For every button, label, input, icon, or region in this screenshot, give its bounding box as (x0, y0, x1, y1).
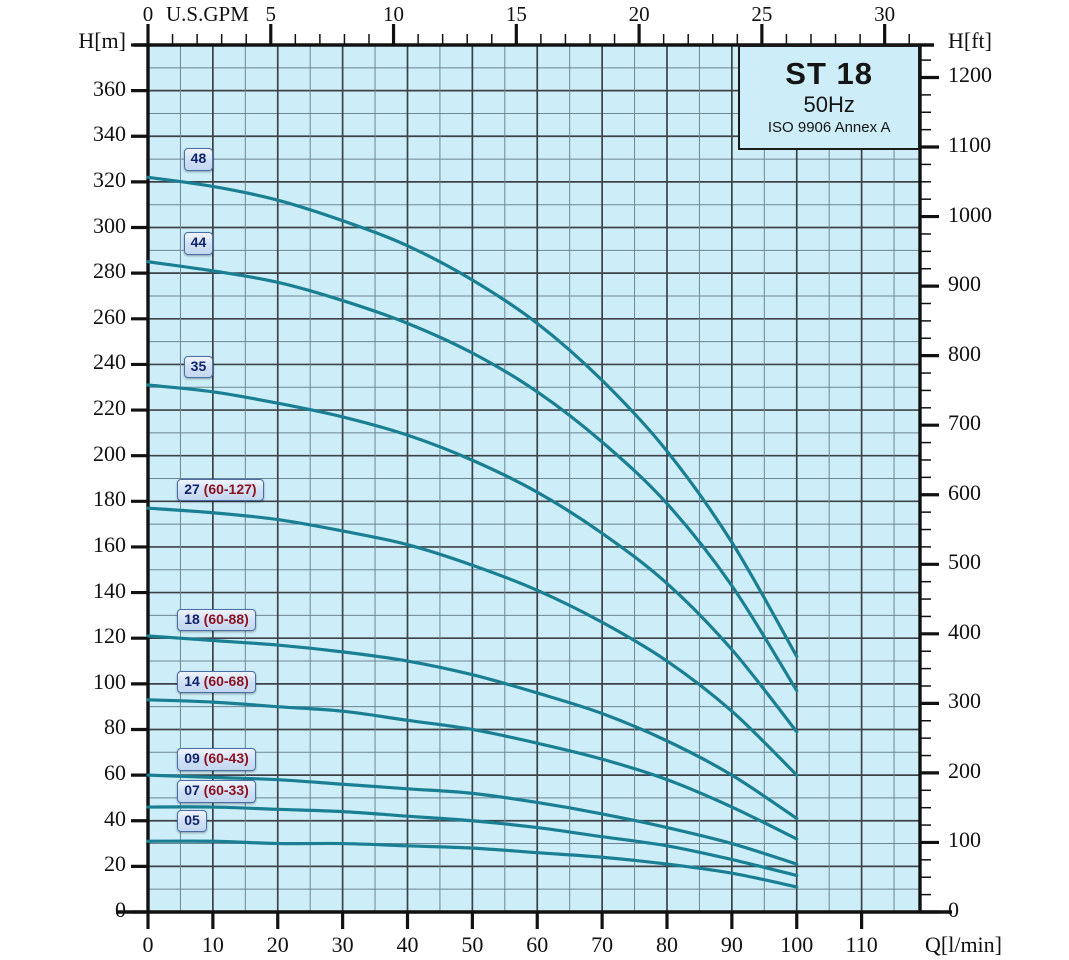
q-tick-label-70: 70 (591, 932, 614, 957)
pump-curve-18 (146, 634, 799, 821)
pump-curve-48 (146, 175, 799, 659)
q-axis-title: Q[l/min] (925, 932, 1002, 957)
curve-label-range: (60-127) (203, 480, 257, 497)
hm-tick-label-180: 180 (93, 486, 126, 512)
pump-curve-05 (146, 839, 799, 889)
pump-curve-14 (146, 698, 799, 841)
curve-label-07: 07 (60-33) (177, 780, 256, 803)
q-tick-label-40: 40 (396, 932, 419, 957)
hm-tick-label-240: 240 (93, 349, 126, 375)
hft-tick-label-0: 0 (948, 897, 959, 922)
gpm-tick-label-5: 5 (265, 2, 277, 26)
q-tick-label-0: 0 (142, 932, 154, 957)
gpm-tick-label-20: 20 (628, 2, 650, 26)
title-frequency: 50Hz (803, 91, 855, 117)
hm-tick-label-100: 100 (93, 668, 126, 694)
hm-tick-label-220: 220 (93, 395, 126, 421)
curve-label-18: 18 (60-88) (177, 608, 256, 632)
curve-label-44: 44 (183, 232, 214, 255)
hft-tick-label-500: 500 (948, 549, 981, 575)
hft-tick-label-100: 100 (948, 827, 981, 853)
hm-tick-label-60: 60 (104, 760, 126, 786)
hm-tick-label-40: 40 (104, 805, 126, 831)
title-model: ST 18 (785, 56, 874, 92)
hm-tick-label-360: 360 (93, 75, 126, 101)
curve-label-stages: 09 (184, 750, 200, 767)
curve-label-14: 14 (60-68) (177, 670, 256, 694)
gpm-tick-label-25: 25 (751, 2, 773, 26)
curve-label-range: (60-43) (203, 750, 249, 767)
hft-tick-label-200: 200 (948, 757, 981, 783)
hm-tick-label-340: 340 (93, 121, 126, 147)
hm-tick-label-120: 120 (93, 623, 126, 649)
curve-label-stages: 18 (184, 610, 200, 627)
curve-label-range: (60-68) (203, 672, 249, 689)
curve-label-35: 35 (183, 355, 214, 379)
curve-label-stages: 44 (190, 234, 207, 251)
curve-label-stages: 27 (184, 480, 200, 497)
hm-tick-label-20: 20 (104, 851, 126, 877)
hft-tick-label-700: 700 (948, 410, 981, 436)
hm-tick-label-140: 140 (93, 577, 126, 603)
q-tick-label-90: 90 (720, 932, 743, 957)
title-standard: ISO 9906 Annex A (767, 119, 891, 137)
q-tick-label-50: 50 (461, 932, 484, 957)
curves (146, 175, 799, 889)
curve-label-range: (60-88) (203, 610, 249, 627)
hm-tick-label-320: 320 (93, 166, 126, 192)
hft-tick-label-800: 800 (948, 340, 981, 366)
curve-label-stages: 35 (190, 357, 207, 374)
q-tick-label-80: 80 (655, 932, 678, 957)
gpm-tick-label-30: 30 (874, 2, 896, 26)
curve-label-stages: 05 (184, 811, 200, 828)
hft-tick-label-1200: 1200 (948, 62, 992, 88)
hft-tick-label-300: 300 (948, 688, 981, 714)
hm-tick-label-260: 260 (93, 303, 126, 329)
pump-curve-27 (146, 506, 799, 777)
curve-label-stages: 14 (184, 672, 200, 689)
hft-tick-label-900: 900 (948, 271, 981, 297)
hm-tick-label-160: 160 (93, 531, 126, 557)
q-tick-label-110: 110 (845, 932, 878, 957)
curve-label-stages: 48 (190, 150, 207, 167)
q-tick-label-10: 10 (201, 932, 224, 957)
hm-tick-label-280: 280 (93, 258, 126, 284)
hm-tick-label-200: 200 (93, 440, 126, 466)
gpm-tick-label-0: 0 (142, 2, 154, 26)
gpm-tick-label-10: 10 (383, 2, 405, 26)
pump-curve-35 (146, 383, 799, 734)
hft-tick-label-600: 600 (948, 479, 981, 505)
hft-tick-label-1000: 1000 (948, 201, 992, 227)
ticks (131, 24, 939, 929)
hm-tick-label-300: 300 (93, 212, 126, 238)
hft-tick-label-1100: 1100 (948, 132, 992, 158)
gpm-axis-title: U.S.GPM (166, 2, 249, 26)
hft-axis-title: H[ft] (948, 28, 992, 53)
pump-curve-07 (146, 805, 799, 878)
hm-tick-label-0: 0 (115, 897, 126, 922)
curve-label-48: 48 (183, 148, 214, 171)
curve-label-09: 09 (60-43) (177, 748, 256, 771)
gpm-tick-label-15: 15 (505, 2, 527, 26)
q-tick-label-20: 20 (266, 932, 289, 957)
curve-label-27: 27 (60-127) (177, 478, 264, 502)
pump-curve-09 (146, 773, 799, 866)
q-tick-label-30: 30 (331, 932, 354, 957)
curve-label-05: 05 (177, 809, 207, 833)
hft-tick-label-400: 400 (948, 618, 981, 644)
pump-curve-44 (146, 260, 799, 693)
hm-tick-label-80: 80 (104, 714, 126, 740)
curve-label-range: (60-33) (203, 782, 249, 799)
q-tick-label-100: 100 (780, 932, 814, 957)
q-tick-label-60: 60 (526, 932, 549, 957)
title-box: ST 18 50Hz ISO 9906 Annex A (738, 45, 920, 150)
hm-axis-title: H[m] (78, 28, 126, 53)
curve-label-stages: 07 (184, 782, 200, 799)
